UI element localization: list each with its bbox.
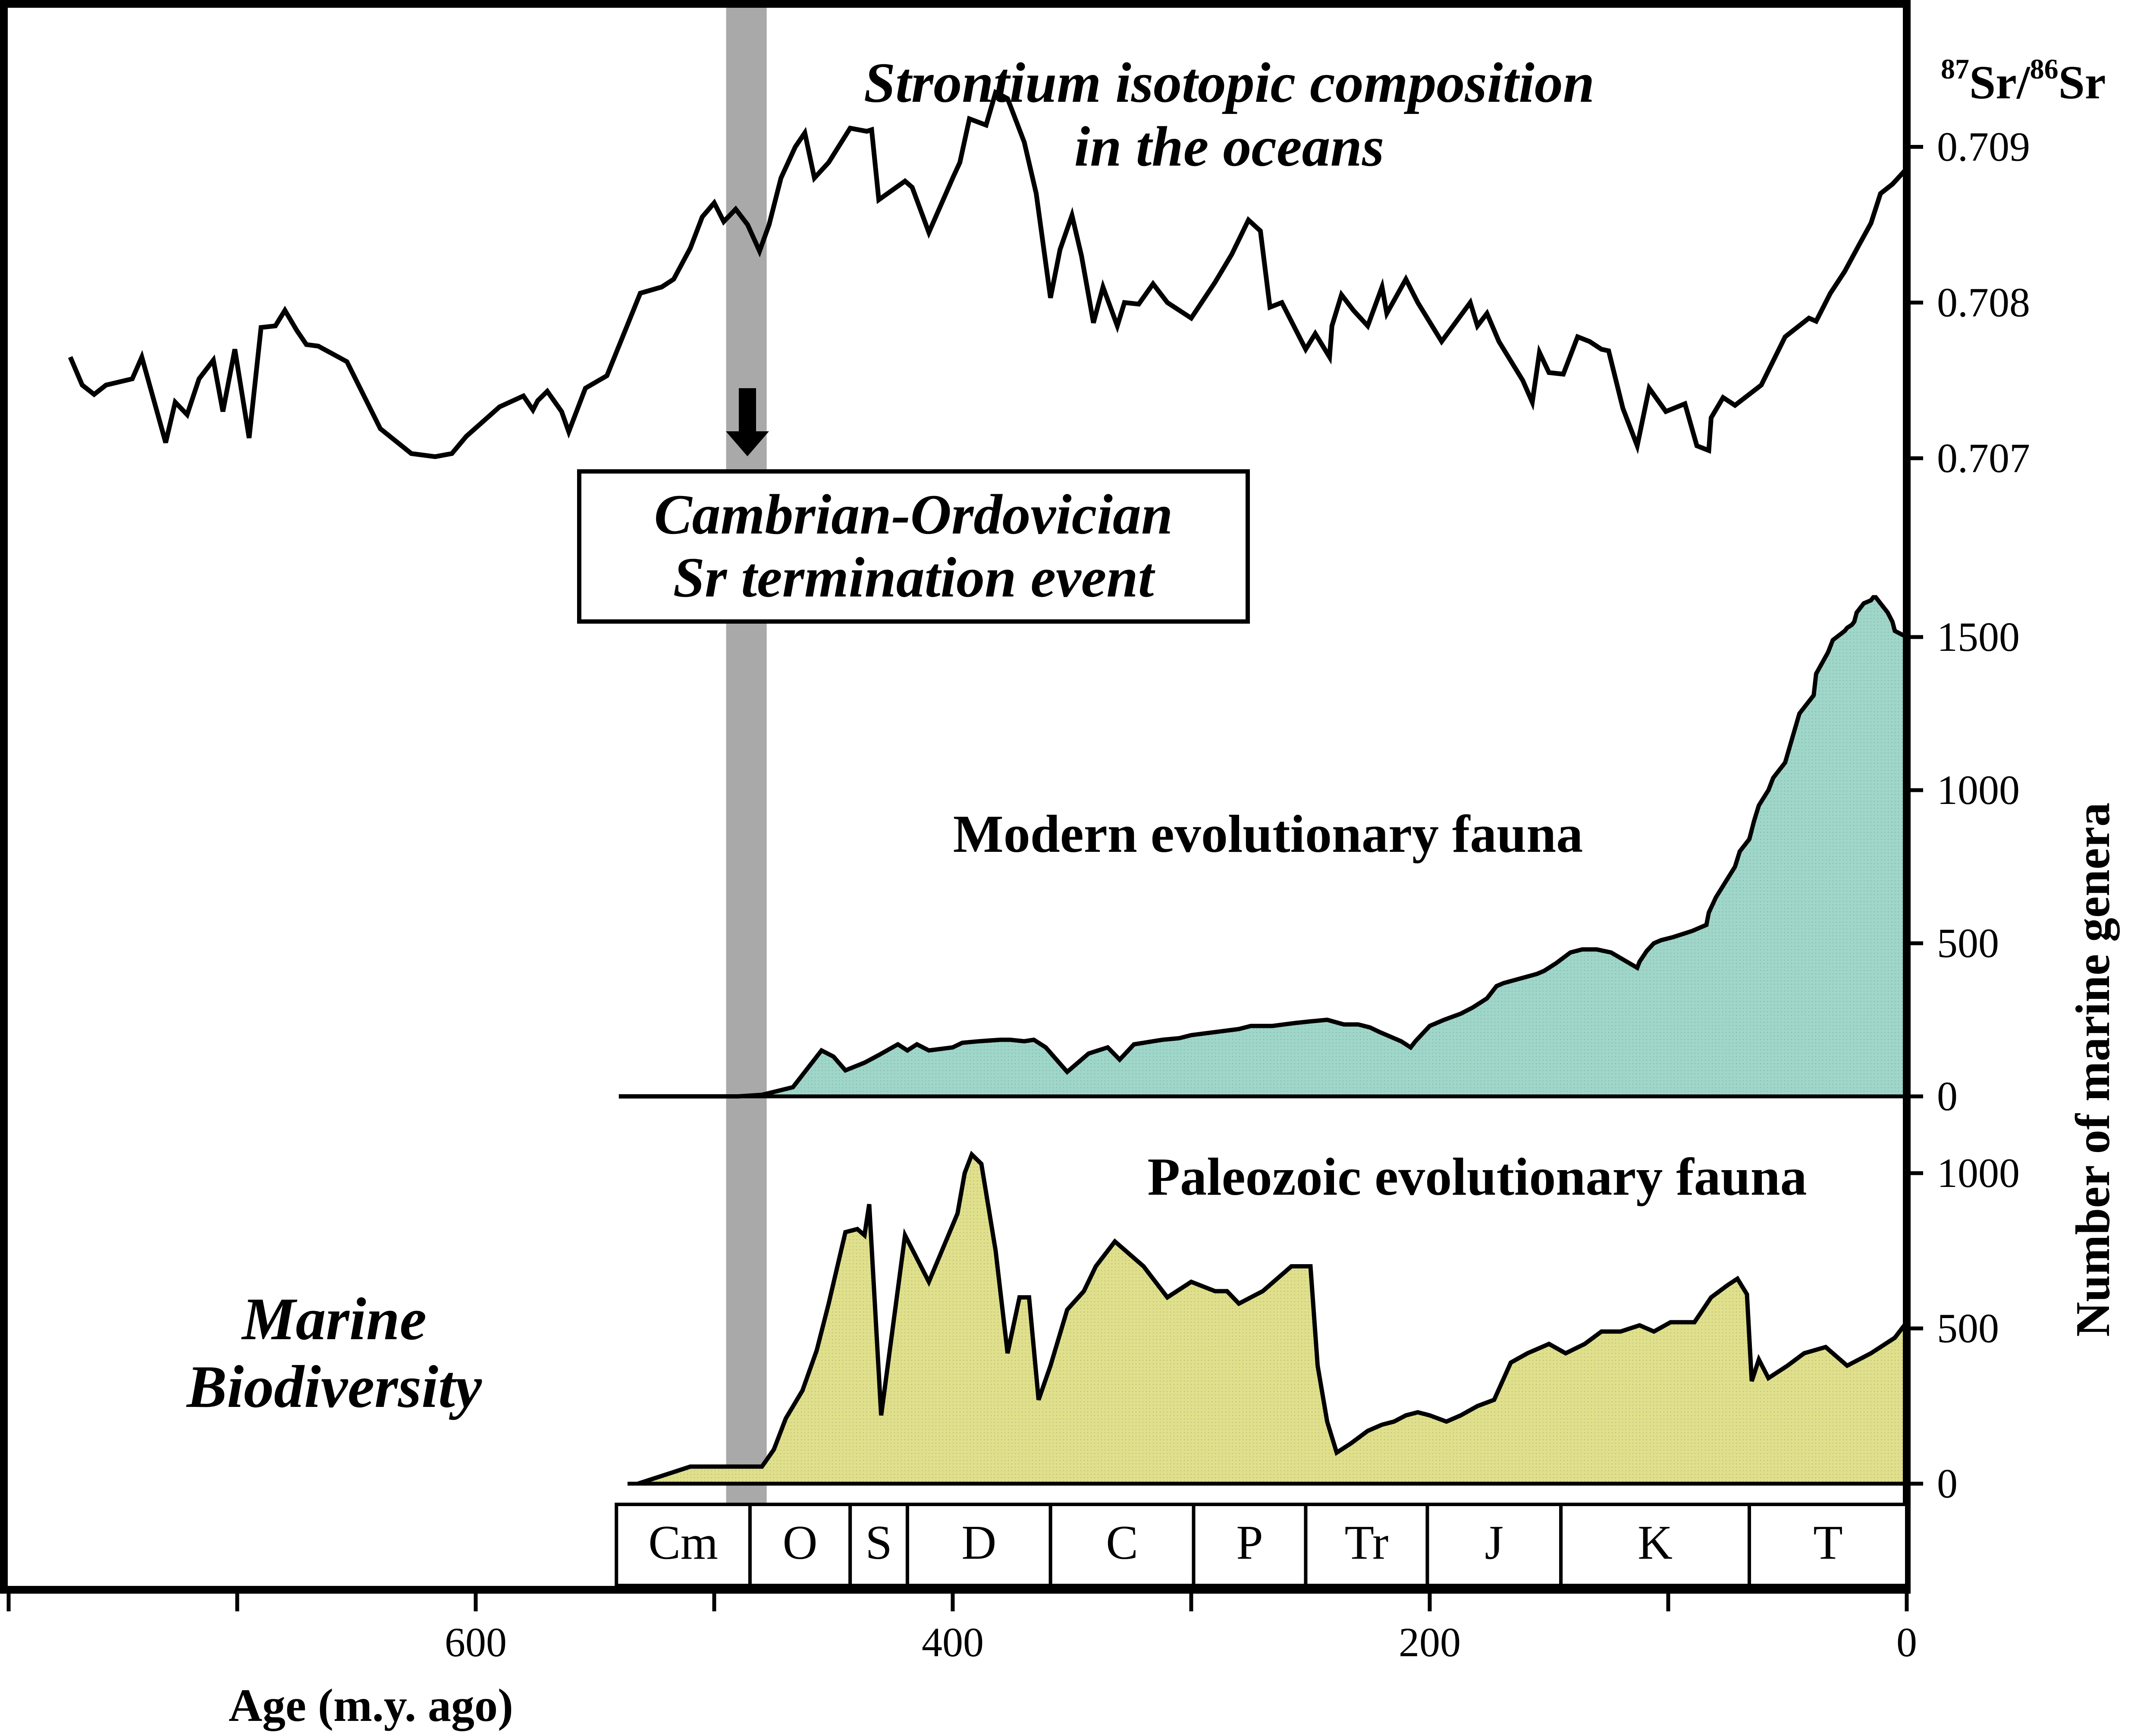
sr-tick-0.709-label: 0.709 — [1937, 123, 2030, 170]
sr-tick-0.708-label: 0.708 — [1937, 279, 2030, 325]
paleo-tick-500-label: 500 — [1937, 1305, 1999, 1351]
genera-axis-label: Number of marine genera — [2066, 803, 2120, 1337]
sr-tick-0.707-label: 0.707 — [1937, 435, 2030, 481]
paleo-tick-0-label: 0 — [1937, 1460, 1958, 1507]
period-label-T: T — [1813, 1516, 1842, 1570]
sr-base-2: Sr — [2059, 56, 2106, 109]
period-box-O — [748, 1503, 852, 1587]
event-arrow — [726, 388, 769, 456]
paleozoic-fauna-area — [628, 1150, 1908, 1486]
x-axis-ticks: 600 400 200 0 — [6, 1590, 1917, 1665]
sr-sup-87: 87 — [1941, 53, 1969, 85]
biodiversity-label-line2: Biodiversity — [186, 1353, 482, 1420]
modern-fauna-fill — [618, 597, 1907, 1096]
modern-fauna-outline — [618, 595, 1908, 1099]
sr-ratio-axis-label: 87Sr/86Sr — [1941, 53, 2106, 109]
strontium-title-line2: in the oceans — [1074, 115, 1384, 178]
biodiversity-label-line1: Marine — [241, 1286, 427, 1353]
modern-fauna-area — [618, 595, 1908, 1099]
x-tick-label-600: 600 — [445, 1619, 507, 1665]
x-tick-label-200: 200 — [1399, 1619, 1461, 1665]
period-box-Cm — [615, 1503, 752, 1587]
sr-sup-86: 86 — [2030, 53, 2059, 85]
paleo-tick-1000-label: 1000 — [1937, 1150, 2020, 1196]
paleozoic-fauna-outline — [637, 1150, 1908, 1486]
period-label-C: C — [1106, 1516, 1138, 1570]
period-label-D: D — [961, 1516, 996, 1570]
period-label-P: P — [1236, 1516, 1263, 1570]
period-label-J: J — [1485, 1516, 1504, 1570]
period-box-C — [1048, 1503, 1196, 1587]
x-tick-label-400: 400 — [922, 1619, 984, 1665]
event-arrow-head — [726, 431, 769, 456]
event-arrow-shaft — [739, 388, 756, 436]
paleozoic-fauna-fill — [638, 1154, 1907, 1484]
x-tick-label-0: 0 — [1896, 1619, 1917, 1665]
period-label-S: S — [865, 1516, 892, 1570]
period-box-T — [1748, 1503, 1909, 1587]
period-label-Cm: Cm — [648, 1516, 718, 1570]
event-label-line2: Sr termination event — [673, 546, 1155, 609]
period-boxes: Cm O S D C P Tr J K T — [615, 1503, 1909, 1587]
x-axis-label: Age (m.y. ago) — [229, 1680, 513, 1731]
event-label-box — [577, 469, 1250, 624]
period-box-D — [905, 1503, 1052, 1587]
period-box-K — [1559, 1503, 1751, 1587]
event-label-line1: Cambrian-Ordovician — [654, 483, 1173, 546]
period-label-Tr: Tr — [1345, 1516, 1389, 1570]
strontium-title-line1: Strontium isotopic composition — [864, 51, 1594, 114]
strontium-curve — [68, 89, 1909, 459]
right-axis-ticks: 0.707 0.708 0.709 0 500 1000 1500 0 500 1000 — [1907, 123, 2030, 1507]
period-label-O: O — [783, 1516, 818, 1570]
modern-tick-1000-label: 1000 — [1937, 767, 2020, 813]
period-label-K: K — [1638, 1516, 1673, 1570]
modern-fauna-label: Modern evolutionary fauna — [953, 804, 1583, 863]
sr-base-1: Sr/ — [1969, 56, 2031, 109]
period-box-Tr — [1304, 1503, 1429, 1587]
period-box-J — [1425, 1503, 1563, 1587]
paleozoic-fauna-label: Paleozoic evolutionary fauna — [1147, 1147, 1807, 1206]
modern-tick-1500-label: 1500 — [1937, 614, 2020, 660]
modern-tick-500-label: 500 — [1937, 920, 1999, 966]
strontium-line — [68, 89, 1909, 459]
modern-tick-0-label: 0 — [1937, 1073, 1958, 1119]
